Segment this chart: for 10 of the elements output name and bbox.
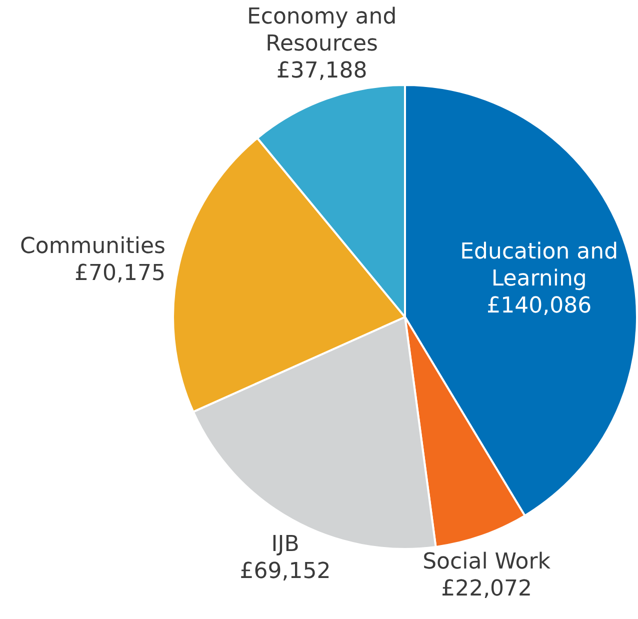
- data-label: £69,152: [240, 559, 331, 584]
- slice-label: Education and Learning: [460, 239, 618, 292]
- data-label: £70,175: [74, 261, 166, 286]
- data-label: £37,188: [276, 58, 368, 84]
- data-label: £22,072: [441, 576, 532, 602]
- slice-label: IJB: [271, 532, 300, 558]
- slice-label: Communities: [20, 234, 166, 260]
- slice-label: Economy and Resources: [246, 4, 397, 57]
- data-label: £140,086: [486, 293, 592, 318]
- slice-label: Social Work: [422, 549, 551, 574]
